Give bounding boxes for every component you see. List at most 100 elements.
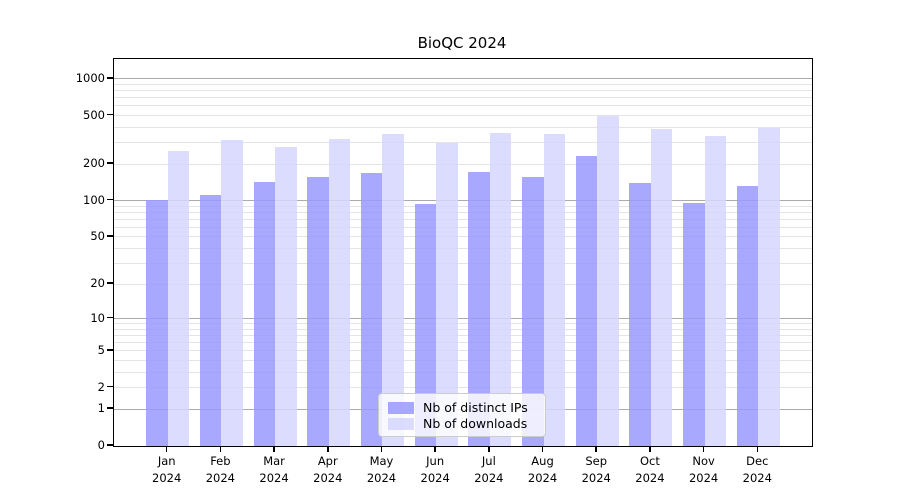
bar-downloads-jul xyxy=(489,132,512,446)
gridline-minor xyxy=(114,342,812,344)
y-tick-mark xyxy=(107,113,113,116)
gridline-minor xyxy=(114,211,812,213)
bar-downloads-jan xyxy=(167,151,190,446)
gridline-minor xyxy=(114,323,812,325)
x-tick-mark xyxy=(595,447,598,452)
x-tick-mark xyxy=(541,447,544,452)
y-tick-mark xyxy=(107,385,113,388)
x-tick-mark xyxy=(273,447,275,452)
x-tick-mark xyxy=(326,447,329,452)
x-tick-label-jun: Jun 2024 xyxy=(420,454,450,485)
legend-item: Nb of distinct IPs xyxy=(388,400,536,415)
gridline-minor xyxy=(114,262,812,264)
gridline-minor xyxy=(114,115,812,117)
x-tick-mark xyxy=(488,447,490,452)
y-tick-label-50: 50 xyxy=(90,228,105,243)
x-tick-mark xyxy=(434,447,436,452)
x-tick-mark xyxy=(165,447,168,452)
bar-downloads-aug xyxy=(543,133,566,446)
gridline-minor xyxy=(114,163,812,165)
gridline-minor xyxy=(114,142,812,144)
gridline-minor xyxy=(114,328,812,330)
x-tick-mark xyxy=(380,447,383,452)
gridline-minor xyxy=(114,126,812,128)
bar-ips-jan xyxy=(146,199,168,446)
chart-title: BioQC 2024 xyxy=(417,34,507,52)
y-tick-mark xyxy=(107,444,113,446)
y-tick-label-200: 200 xyxy=(83,156,105,171)
x-tick-label-aug: Aug 2024 xyxy=(527,454,558,485)
bar-ips-aug xyxy=(522,177,544,446)
legend-label: Nb of distinct IPs xyxy=(423,400,528,415)
y-tick-mark xyxy=(107,235,113,237)
legend-swatch-downloads xyxy=(388,417,414,430)
gridline-major xyxy=(114,78,812,80)
gridline-major xyxy=(114,318,812,320)
x-tick-label-dec: Dec 2024 xyxy=(742,454,772,485)
bar-ips-dec xyxy=(736,186,759,446)
y-tick-label-1: 1 xyxy=(97,401,105,416)
y-tick-mark xyxy=(107,407,113,409)
x-tick-label-nov: Nov 2024 xyxy=(688,454,719,485)
y-tick-label-1000: 1000 xyxy=(75,70,105,85)
gridline-minor xyxy=(114,371,812,373)
legend-label: Nb of downloads xyxy=(423,416,528,431)
gridline-minor xyxy=(114,218,812,220)
y-tick-mark xyxy=(107,162,113,164)
x-tick-label-jul: Jul 2024 xyxy=(474,454,504,485)
gridline-minor xyxy=(114,205,812,207)
legend-swatch-ips xyxy=(388,401,414,414)
bar-downloads-oct xyxy=(650,128,673,446)
gridline-minor xyxy=(114,90,812,92)
bar-ips-nov xyxy=(683,202,705,446)
x-tick-label-may: May 2024 xyxy=(366,454,397,485)
bar-downloads-dec xyxy=(758,128,780,446)
bar-downloads-nov xyxy=(704,135,727,446)
x-tick-mark xyxy=(219,447,222,452)
bar-ips-jun xyxy=(414,203,437,446)
bar-ips-jul xyxy=(468,171,490,446)
y-tick-mark xyxy=(107,348,113,351)
bar-downloads-apr xyxy=(328,139,351,446)
y-tick-label-100: 100 xyxy=(83,192,105,207)
gridline-minor xyxy=(114,97,812,99)
bar-downloads-may xyxy=(382,134,404,446)
gridline-minor xyxy=(114,248,812,250)
bar-downloads-sep xyxy=(597,115,619,446)
plot-area xyxy=(113,58,813,447)
x-tick-mark xyxy=(756,447,759,452)
bar-ips-feb xyxy=(199,195,222,446)
gridline-minor xyxy=(114,283,812,285)
y-tick-mark xyxy=(107,76,113,79)
bar-downloads-feb xyxy=(221,139,243,446)
y-tick-mark xyxy=(107,198,113,201)
y-tick-label-500: 500 xyxy=(83,107,105,122)
x-tick-label-jan: Jan 2024 xyxy=(152,454,182,485)
gridline-minor xyxy=(114,387,812,389)
legend-item: Nb of downloads xyxy=(388,416,536,431)
gridline-minor xyxy=(114,236,812,238)
y-tick-label-0: 0 xyxy=(97,438,105,452)
x-tick-label-oct: Oct 2024 xyxy=(635,454,665,485)
gridline-minor xyxy=(114,350,812,352)
bar-downloads-jun xyxy=(436,143,458,446)
gridline-minor xyxy=(114,334,812,336)
x-tick-label-sep: Sep 2024 xyxy=(581,454,611,485)
x-tick-label-apr: Apr 2024 xyxy=(313,454,343,485)
bar-ips-mar xyxy=(253,182,276,446)
gridline-minor xyxy=(114,83,812,85)
bar-ips-sep xyxy=(575,155,598,446)
bar-ips-apr xyxy=(307,177,329,446)
x-tick-mark xyxy=(702,447,705,452)
y-tick-mark xyxy=(107,282,113,284)
bar-downloads-mar xyxy=(275,147,297,446)
gridline-minor xyxy=(114,105,812,107)
legend: Nb of distinct IPs Nb of downloads xyxy=(378,393,546,437)
gridline-major xyxy=(114,200,812,202)
y-tick-mark xyxy=(107,316,113,319)
y-tick-label-10: 10 xyxy=(90,310,105,325)
y-tick-label-2: 2 xyxy=(97,379,105,394)
gridline-minor xyxy=(114,359,812,361)
x-tick-label-mar: Mar 2024 xyxy=(259,454,289,485)
